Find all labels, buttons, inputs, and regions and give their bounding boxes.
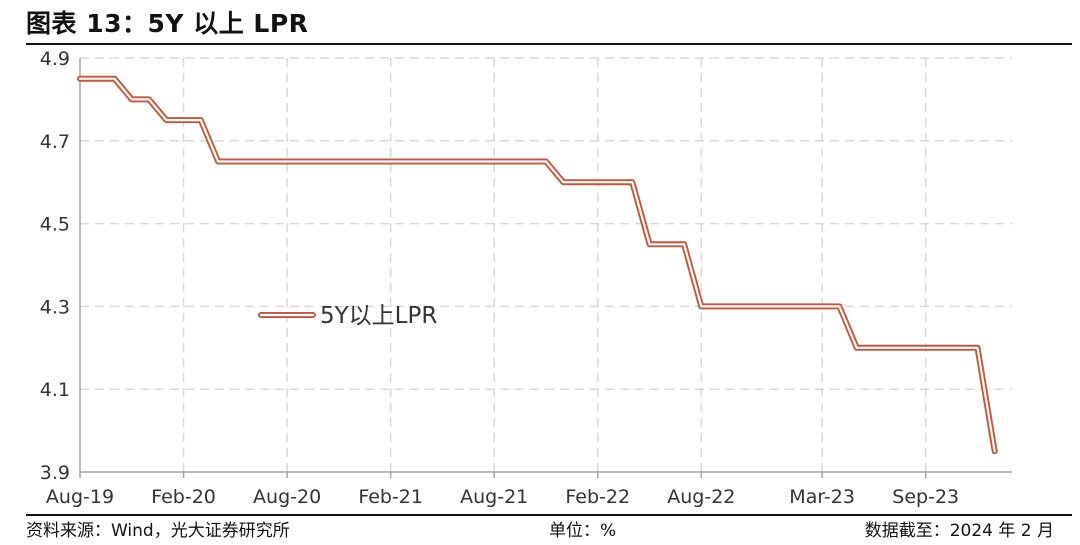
x-tick-label: Sep-23	[892, 486, 959, 508]
chart-title: 图表 13：5Y 以上 LPR	[26, 9, 309, 38]
y-tick-label: 4.7	[40, 131, 70, 153]
y-tick-label: 4.5	[40, 214, 70, 236]
x-tick-label: Feb-22	[565, 486, 630, 508]
y-tick-label: 3.9	[40, 462, 70, 484]
x-tick-label: Aug-22	[667, 486, 735, 508]
y-tick-label: 4.9	[40, 48, 70, 70]
x-tick-label: Feb-20	[151, 486, 216, 508]
y-tick-label: 4.3	[40, 296, 70, 318]
legend: 5Y以上LPR	[258, 303, 437, 329]
source-note: 资料来源：Wind，光大证券研究所	[26, 521, 290, 541]
title-rule	[26, 43, 1072, 45]
footer-rule	[26, 514, 1072, 516]
y-tick-label: 4.1	[40, 379, 70, 401]
series-line-outline	[77, 75, 998, 455]
gridlines	[80, 57, 1012, 472]
axes	[79, 58, 1012, 478]
x-tick-label: Aug-21	[460, 486, 528, 508]
series-layer	[77, 75, 998, 455]
x-tick-label: Feb-21	[358, 486, 423, 508]
unit-note: 单位：%	[549, 521, 617, 541]
series-line	[78, 77, 996, 453]
legend-label: 5Y以上LPR	[320, 303, 437, 329]
x-tick-label: Aug-20	[253, 486, 321, 508]
data-date-note: 数据截至：2024 年 2 月	[864, 521, 1054, 541]
x-tick-label: Mar-23	[789, 486, 855, 508]
x-tick-label: Aug-19	[46, 486, 114, 508]
